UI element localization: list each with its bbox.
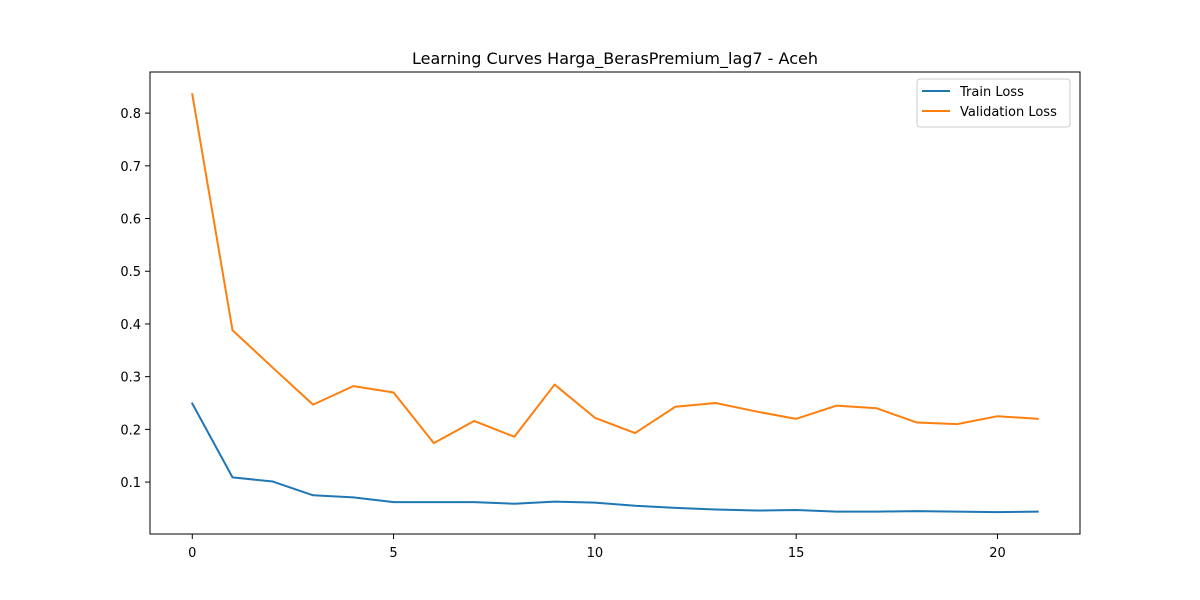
legend-box [916, 78, 1071, 128]
x-tick-label: 20 [989, 546, 1006, 561]
legend-label: Train Loss [959, 85, 1024, 100]
chart-title: Learning Curves Harga_BerasPremium_lag7 … [412, 49, 818, 69]
y-tick-label: 0.1 [120, 476, 141, 491]
x-tick-label: 15 [788, 546, 805, 561]
y-tick-label: 0.4 [120, 318, 141, 333]
y-tick-label: 0.5 [120, 265, 141, 280]
axes-frame [149, 71, 1081, 535]
series-line-validation-loss [191, 92, 1039, 445]
series-line-train-loss [190, 402, 1039, 514]
legend-label: Validation Loss [960, 105, 1057, 120]
plot-area [190, 92, 1039, 514]
y-tick-label: 0.3 [120, 371, 141, 386]
y-tick-label: 0.7 [120, 160, 141, 175]
x-tick-label: 0 [188, 546, 196, 561]
x-tick-label: 5 [389, 546, 397, 561]
y-tick-label: 0.6 [120, 213, 141, 228]
x-tick-label: 10 [587, 546, 604, 561]
y-axis: 0.1 0.2 0.3 0.4 0.5 0.6 0.7 0.8 [120, 107, 150, 491]
y-tick-label: 0.8 [120, 107, 141, 122]
x-axis: 0 5 10 15 20 [188, 534, 1006, 561]
legend: Train Loss Validation Loss [916, 78, 1071, 128]
y-tick-label: 0.2 [120, 423, 141, 438]
